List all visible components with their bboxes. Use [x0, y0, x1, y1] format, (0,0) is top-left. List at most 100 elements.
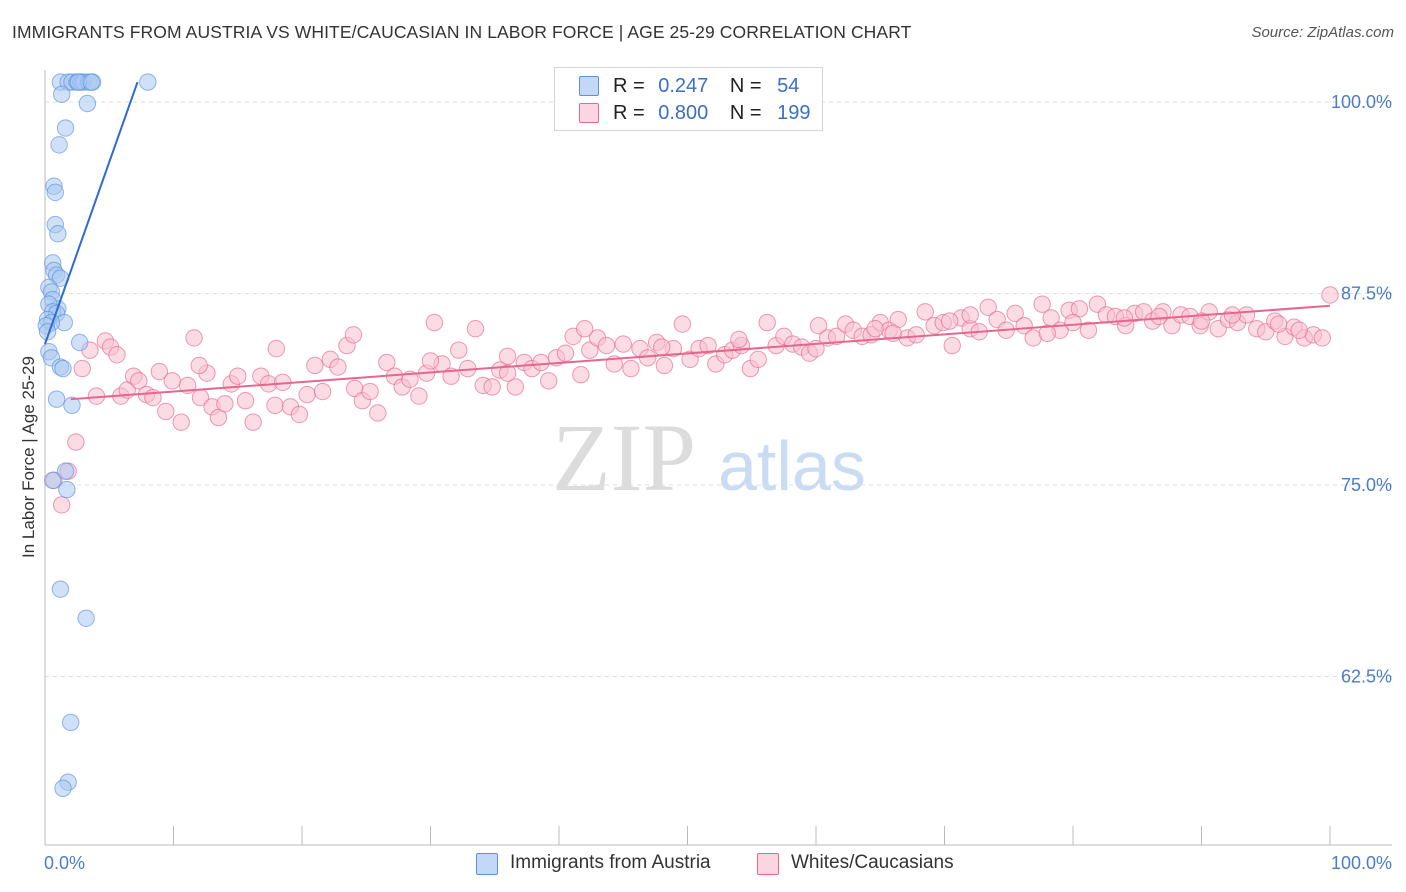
data-point — [410, 387, 428, 405]
legend-r-value: 0.800 — [658, 102, 709, 124]
data-point — [290, 405, 309, 424]
data-point — [63, 396, 81, 415]
data-point — [61, 713, 80, 732]
data-point — [216, 395, 234, 413]
legend-n-label: N = — [729, 102, 762, 124]
trend-line-whites — [70, 304, 1331, 401]
data-point — [572, 365, 590, 384]
data-point — [172, 413, 190, 431]
data-point — [54, 779, 72, 798]
series-austria — [37, 73, 157, 798]
data-point — [1033, 295, 1051, 313]
data-point — [1015, 316, 1033, 335]
data-point — [67, 433, 85, 451]
axes: 62.5% 75.0% 87.5% 100.0% 0.0% 100.0% — [44, 70, 1392, 873]
data-point — [506, 378, 525, 396]
data-point — [378, 353, 396, 372]
data-point — [82, 73, 100, 91]
data-point — [749, 350, 767, 369]
trend-line-austria — [44, 81, 139, 345]
data-point — [653, 338, 671, 356]
data-point — [298, 385, 316, 404]
data-point — [108, 346, 126, 364]
data-point — [1223, 306, 1242, 324]
data-point — [498, 364, 517, 382]
data-point — [369, 404, 387, 422]
data-point — [56, 119, 75, 137]
data-point — [483, 378, 501, 396]
data-point — [267, 339, 285, 358]
data-point — [943, 336, 961, 355]
series-whites — [45, 286, 1339, 514]
data-point — [47, 390, 66, 408]
data-point — [421, 352, 440, 370]
y-tick-label: 62.5% — [1341, 666, 1392, 686]
y-tick-label: 100.0% — [1331, 92, 1392, 112]
data-point — [139, 73, 157, 91]
data-point — [614, 335, 632, 353]
data-point — [1269, 315, 1288, 333]
data-point — [1313, 329, 1331, 347]
data-point — [1115, 309, 1134, 327]
data-point — [655, 356, 674, 375]
data-point — [266, 396, 284, 415]
grid-lines — [45, 101, 1392, 677]
data-point — [44, 471, 62, 490]
y-axis-title: In Labor Force | Age 25-29 — [19, 356, 38, 558]
data-point — [1321, 286, 1339, 304]
data-point — [556, 344, 575, 362]
watermark-zip: ZIP — [552, 404, 696, 511]
data-point — [827, 327, 846, 346]
data-point — [50, 136, 68, 154]
legend-r-value: 0.247 — [658, 75, 709, 97]
bottom-legend-swatch-austria — [476, 853, 498, 875]
data-point — [329, 358, 347, 376]
x-tick-label: 100.0% — [1331, 853, 1392, 873]
data-point — [190, 356, 208, 375]
data-point — [809, 316, 828, 335]
data-point — [51, 580, 70, 598]
y-tick-label: 87.5% — [1341, 283, 1392, 303]
data-point — [78, 94, 97, 113]
data-point — [70, 333, 89, 352]
watermark-atlas: atlas — [718, 427, 866, 505]
data-point — [581, 341, 599, 359]
data-point — [699, 336, 717, 355]
data-point — [1064, 313, 1082, 332]
data-point — [638, 349, 657, 367]
data-point — [361, 382, 379, 401]
legend-swatch-whites — [579, 103, 599, 123]
data-point — [1290, 321, 1308, 339]
data-point — [540, 372, 558, 390]
data-point — [866, 320, 884, 338]
y-tick-label: 75.0% — [1341, 475, 1392, 495]
data-point — [532, 353, 550, 372]
data-point — [673, 315, 692, 333]
data-point — [54, 359, 72, 378]
data-point — [56, 462, 75, 480]
legend-n-value: 54 — [777, 75, 800, 97]
data-point — [979, 298, 997, 316]
data-point — [597, 336, 616, 355]
data-point — [58, 480, 76, 499]
bottom-legend-label: Immigrants from Austria — [510, 852, 711, 873]
legend-box: R = 0.247 N = 54 R = 0.800 N = 199 — [554, 67, 823, 131]
data-point — [730, 330, 748, 349]
source-label: Source: ZipAtlas.com — [1251, 24, 1394, 41]
data-point — [163, 372, 181, 390]
data-point — [1006, 304, 1024, 323]
data-point — [236, 392, 255, 410]
legend-r-label: R = — [613, 102, 645, 124]
data-point — [498, 347, 517, 365]
data-point — [73, 359, 91, 378]
data-point — [907, 326, 925, 344]
data-point — [313, 382, 332, 401]
data-point — [916, 303, 934, 321]
series-layer — [37, 73, 1339, 798]
legend-r-label: R = — [613, 75, 645, 97]
data-point — [758, 313, 776, 332]
legend-n-label: N = — [729, 75, 762, 97]
data-point — [622, 359, 640, 378]
legend-n-value: 199 — [777, 102, 811, 124]
